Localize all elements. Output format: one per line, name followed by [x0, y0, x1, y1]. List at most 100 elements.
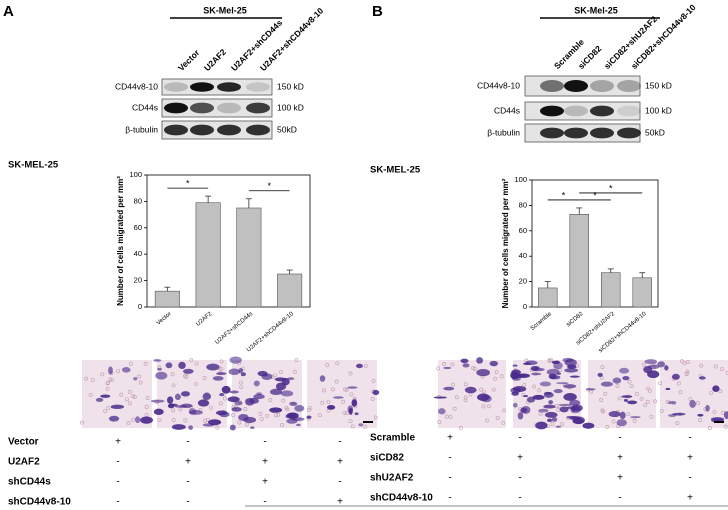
cell	[253, 394, 265, 400]
cell	[543, 404, 556, 409]
y-tick-label: 60	[134, 223, 142, 232]
cell	[600, 381, 613, 387]
condition-mark: +	[617, 473, 623, 484]
cell	[354, 412, 359, 416]
blot-band	[246, 82, 270, 92]
cell	[443, 386, 455, 391]
blot-band	[217, 102, 241, 114]
blot-band	[617, 80, 641, 92]
bar	[154, 290, 180, 308]
cell	[238, 368, 244, 373]
pore	[645, 399, 650, 404]
pore	[560, 421, 565, 426]
micrograph	[227, 356, 305, 431]
pore	[258, 411, 263, 416]
pore	[321, 388, 326, 393]
pore	[84, 376, 89, 381]
condition-name: shCD44s	[8, 477, 51, 488]
pore	[348, 419, 353, 424]
pore	[532, 384, 536, 389]
pore	[538, 411, 543, 416]
cell	[280, 390, 294, 397]
cell	[689, 399, 696, 408]
condition-name: U2AF2	[8, 457, 40, 468]
cell	[622, 376, 630, 381]
pore	[88, 392, 93, 397]
pore	[239, 385, 244, 389]
cell	[530, 365, 539, 371]
pore	[639, 396, 644, 401]
cell	[619, 367, 630, 374]
pore	[603, 391, 608, 396]
cell	[135, 416, 141, 424]
pore	[659, 408, 664, 413]
cell	[150, 399, 165, 403]
cell	[181, 391, 190, 397]
pore	[237, 420, 242, 425]
cell	[372, 389, 380, 395]
cell-line: SK-Mel-25	[203, 5, 247, 15]
pore	[495, 416, 500, 420]
pore	[279, 369, 283, 374]
pore	[599, 397, 604, 402]
pore	[292, 369, 297, 374]
pore	[463, 395, 468, 400]
condition-mark: +	[185, 457, 191, 468]
pore	[501, 420, 506, 425]
condition-mark: -	[448, 493, 451, 504]
pore	[649, 414, 654, 419]
pore	[325, 363, 330, 367]
cell	[108, 415, 120, 422]
pore	[171, 418, 176, 422]
cell	[270, 388, 283, 396]
condition-mark: -	[518, 493, 521, 504]
blot-band	[540, 80, 564, 92]
blot-band	[564, 127, 588, 139]
cell	[562, 357, 574, 363]
pore	[688, 397, 693, 402]
cell	[229, 424, 236, 431]
micrograph	[150, 358, 231, 430]
cell	[712, 385, 720, 392]
y-axis-label: Number of cells migrated per mm²	[116, 176, 125, 306]
pore	[294, 358, 299, 363]
blot-size: 150 kD	[277, 81, 304, 91]
condition-mark: -	[186, 497, 189, 508]
cell	[157, 367, 162, 371]
pore	[643, 403, 648, 408]
cell	[476, 357, 484, 364]
cell	[347, 405, 354, 413]
cell	[174, 405, 188, 408]
significance-label: *	[609, 183, 613, 193]
blot-size: 100 kD	[277, 102, 304, 112]
blot-band	[190, 124, 214, 136]
pore	[682, 361, 687, 366]
cell	[234, 400, 243, 406]
pore	[90, 378, 95, 383]
bar	[537, 287, 558, 308]
cell	[219, 411, 230, 418]
pore	[437, 420, 442, 425]
condition-mark: -	[518, 473, 521, 484]
condition-mark: +	[687, 453, 693, 464]
error-bar	[544, 281, 551, 288]
cell	[555, 425, 562, 428]
cell	[543, 392, 554, 398]
cell	[521, 405, 531, 414]
pore	[274, 413, 279, 418]
cell	[174, 393, 181, 401]
pore	[202, 376, 207, 381]
cell	[535, 421, 548, 430]
cell	[585, 388, 596, 391]
pore	[205, 418, 210, 422]
pore	[189, 358, 194, 363]
condition-mark: +	[337, 457, 343, 468]
pore	[349, 392, 354, 397]
pore	[132, 394, 137, 399]
cell	[538, 408, 549, 413]
cell	[269, 407, 283, 413]
cell	[546, 368, 560, 376]
cell	[608, 411, 621, 418]
blot-band	[246, 102, 270, 114]
error-bar	[164, 286, 171, 292]
